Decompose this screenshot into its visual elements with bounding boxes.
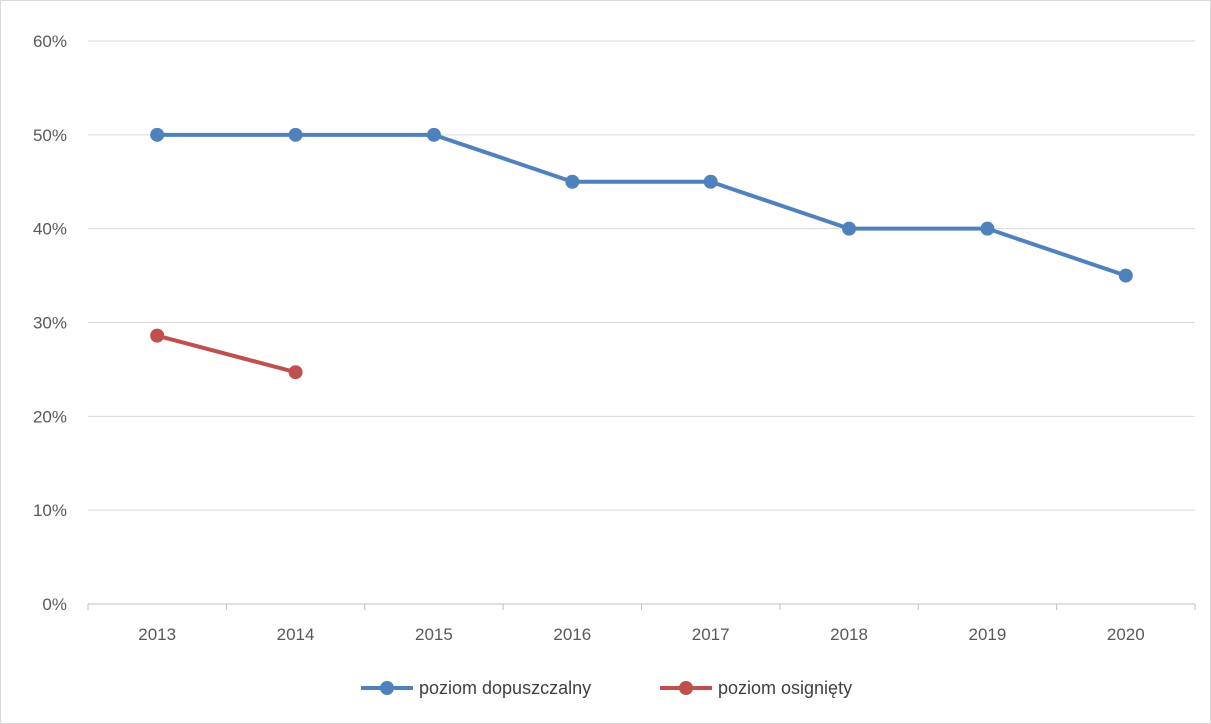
legend-label: poziom dopuszczalny [419,678,591,698]
x-tick-label: 2020 [1107,625,1145,644]
data-point [288,365,303,380]
y-tick-label: 20% [33,407,67,426]
legend: poziom dopuszczalny poziom osignięty [361,678,852,698]
legend-swatch-marker [679,681,693,695]
data-point [980,221,995,236]
legend-label: poziom osignięty [718,678,852,698]
series-group [150,127,1133,380]
x-tick-label: 2014 [277,625,315,644]
y-tick-label: 0% [42,595,67,614]
legend-swatch-marker [380,681,394,695]
x-tick-label: 2013 [138,625,176,644]
x-tick-label: 2015 [415,625,453,644]
data-point [1118,268,1133,283]
y-tick-label: 40% [33,220,67,239]
data-point [150,328,165,343]
y-tick-label: 10% [33,501,67,520]
data-point [426,127,441,142]
gridlines [88,40,1195,605]
y-tick-label: 30% [33,314,67,333]
y-tick-label: 50% [33,126,67,145]
y-tick-label: 60% [33,32,67,51]
data-point [842,221,857,236]
data-point [703,174,718,189]
series-line-1 [156,333,297,375]
data-point [565,174,580,189]
series-line-0 [157,132,1127,278]
x-axis: 2013 2014 2015 2016 2017 2018 2019 2020 [87,604,1196,644]
x-tick-label: 2017 [692,625,730,644]
x-tick-label: 2019 [969,625,1007,644]
data-point [288,127,303,142]
x-tick-label: 2018 [830,625,868,644]
y-axis: 0% 10% 20% 30% 40% 50% 60% [33,32,67,614]
x-tick-label: 2016 [553,625,591,644]
data-point [150,127,165,142]
